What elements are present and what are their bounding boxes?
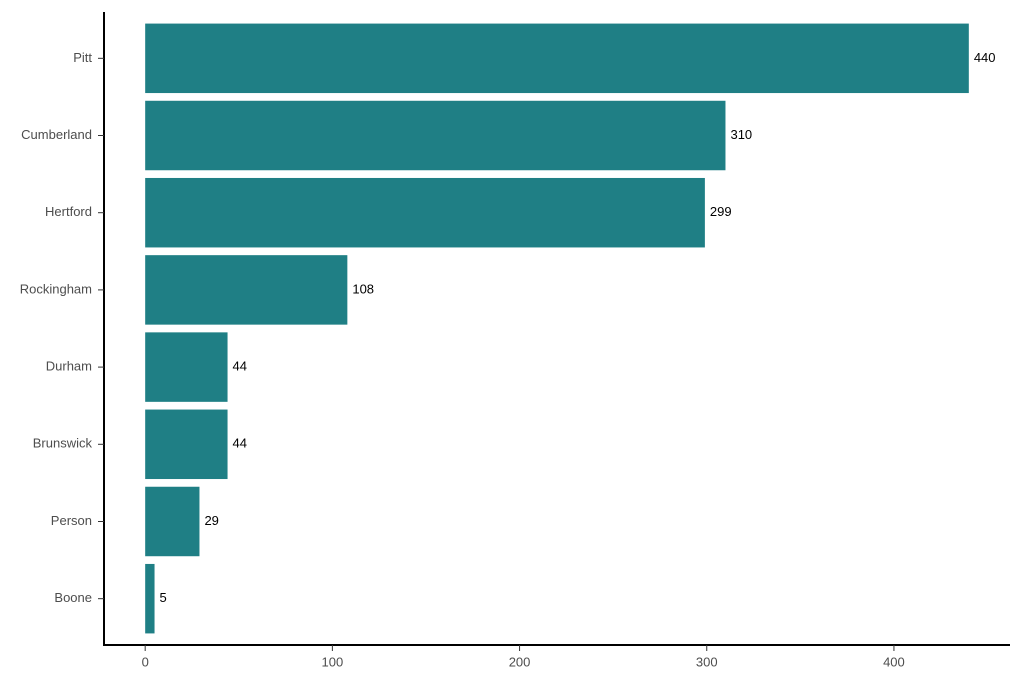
y-tick-label: Cumberland	[21, 127, 92, 142]
value-label: 299	[710, 204, 732, 219]
bar	[145, 100, 726, 171]
bar	[145, 409, 228, 480]
x-tick-label: 200	[509, 654, 531, 669]
value-label: 440	[974, 50, 996, 65]
bar	[145, 177, 705, 248]
bar	[145, 23, 969, 94]
x-tick-label: 0	[142, 654, 149, 669]
bar	[145, 255, 348, 325]
y-tick-label: Rockingham	[20, 281, 92, 296]
x-tick-label: 400	[883, 654, 905, 669]
value-label: 5	[160, 590, 167, 605]
bar	[145, 332, 228, 402]
x-tick-label: 100	[322, 654, 344, 669]
y-tick-label: Brunswick	[33, 436, 93, 451]
y-tick-label: Boone	[54, 590, 92, 605]
bar	[145, 563, 155, 634]
y-tick-label: Pitt	[73, 50, 92, 65]
y-tick-label: Durham	[46, 359, 92, 374]
value-label: 44	[233, 436, 247, 451]
y-tick-label: Person	[51, 513, 92, 528]
bar	[145, 486, 200, 557]
y-tick-label: Hertford	[45, 204, 92, 219]
value-label: 310	[730, 127, 752, 142]
value-label: 29	[204, 513, 218, 528]
value-label: 108	[352, 281, 374, 296]
value-label: 44	[233, 359, 247, 374]
x-tick-label: 300	[696, 654, 718, 669]
